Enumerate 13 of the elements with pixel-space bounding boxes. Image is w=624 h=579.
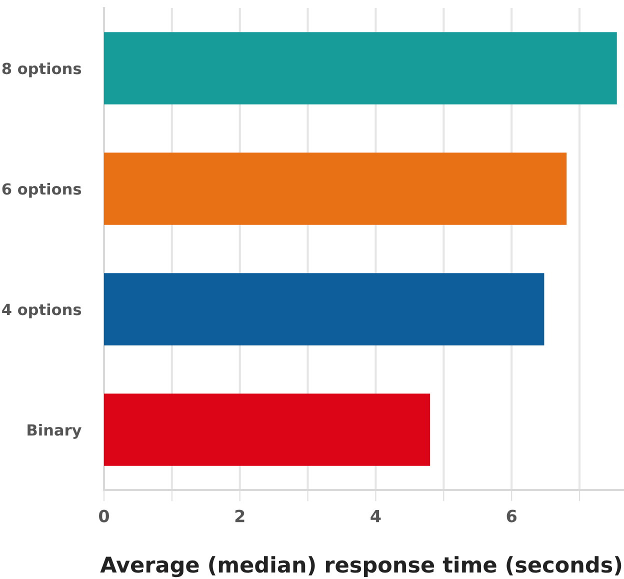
y-tick-label: 4 options (2, 303, 82, 318)
x-axis-title: Average (median) response time (seconds) (100, 556, 622, 578)
bar (104, 273, 544, 346)
bar (104, 152, 567, 225)
bar (104, 32, 617, 104)
x-tick-label: 2 (235, 510, 244, 522)
x-tick-label: 6 (506, 510, 516, 522)
y-tick-label: Binary (28, 424, 82, 439)
bar (104, 394, 430, 466)
x-tick-label: 4 (370, 510, 381, 522)
y-tick-label: 8 options (2, 62, 82, 78)
x-tick-label: 0 (99, 510, 109, 522)
y-tick-label: 6 options (2, 182, 82, 198)
